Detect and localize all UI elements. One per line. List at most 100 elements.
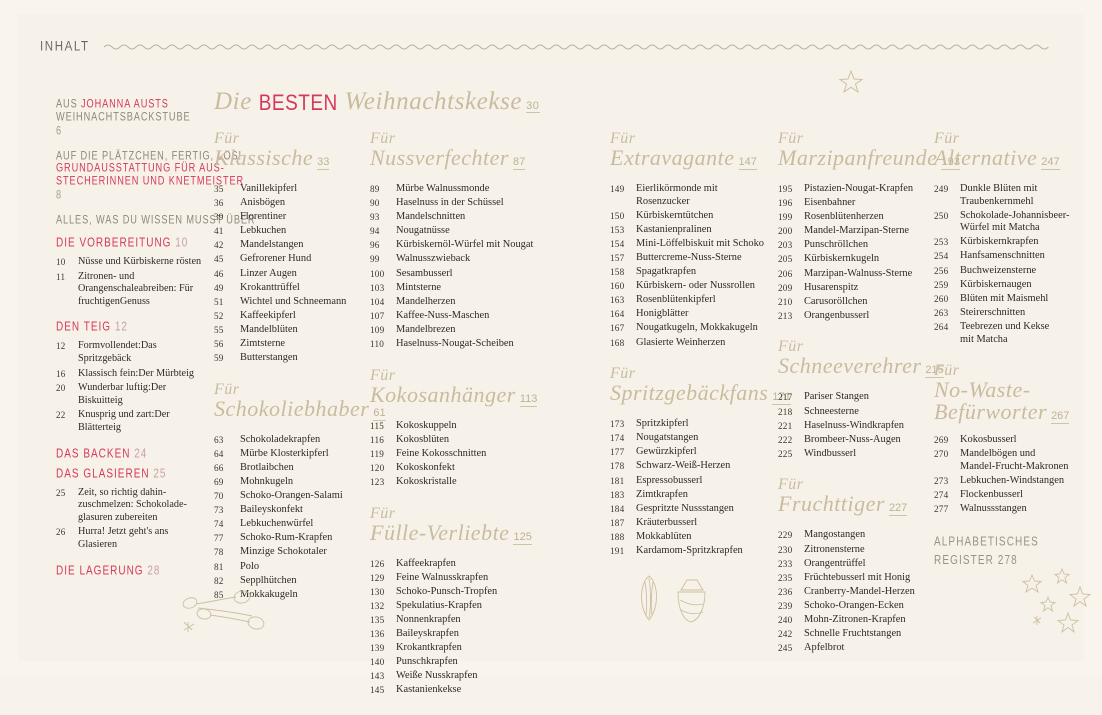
list-item[interactable]: 254 Hanfsamenschnitten — [934, 250, 1096, 263]
list-item[interactable]: 89 Mürbe Walnussmonde — [370, 183, 548, 196]
list-item[interactable]: 119 Feine Kokosschnitten — [370, 448, 548, 461]
list-item[interactable]: 149 Eierlikörmonde mit Rosenzucker — [610, 183, 776, 208]
list-item[interactable]: 256 Buchweizensterne — [934, 265, 1096, 278]
list-item[interactable]: 96 Kürbiskernöl-Würfel mit Nougat — [370, 239, 548, 252]
list-item[interactable]: 188 Mokkablüten — [610, 531, 776, 544]
list-item[interactable]: 184 Gespritzte Nussstangen — [610, 503, 776, 516]
list-item[interactable]: 135 Nonnenkrapfen — [370, 614, 548, 627]
list-item[interactable]: 49 Krokanttrüffel — [214, 282, 366, 295]
list-item[interactable]: 69 Mohnkugeln — [214, 476, 366, 489]
list-item[interactable]: 181 Espressobusserl — [610, 475, 776, 488]
list-item[interactable]: 22 Knusprig und zart:Der Blätterteig — [56, 409, 208, 434]
list-item[interactable]: 94 Nougatnüsse — [370, 225, 548, 238]
list-item[interactable]: 213 Orangenbusserl — [778, 310, 928, 323]
list-item[interactable]: 78 Minzige Schokotaler — [214, 546, 366, 559]
list-item[interactable]: 45 Gefrorener Hund — [214, 253, 366, 266]
list-item[interactable]: 41 Lebkuchen — [214, 225, 366, 238]
list-item[interactable]: 209 Husarenspitz — [778, 282, 928, 295]
list-item[interactable]: 136 Baileyskrapfen — [370, 628, 548, 641]
list-item[interactable]: 52 Kaffeekipferl — [214, 310, 366, 323]
list-item[interactable]: 143 Weiße Nusskrapfen — [370, 670, 548, 683]
list-item[interactable]: 120 Kokoskonfekt — [370, 462, 548, 475]
list-item[interactable]: 218 Schneesterne — [778, 406, 928, 419]
list-item[interactable]: 236 Cranberry-Mandel-Herzen — [778, 586, 928, 599]
list-item[interactable]: 196 Eisenbahner — [778, 197, 928, 210]
list-item[interactable]: 73 Baileyskonfekt — [214, 504, 366, 517]
list-item[interactable]: 250 Schokolade-Johannisbeer- Würfel mit Ma… — [934, 210, 1096, 235]
list-item[interactable]: 160 Kürbiskern- oder Nussrollen — [610, 280, 776, 293]
list-item[interactable]: 116 Kokosblüten — [370, 434, 548, 447]
list-item[interactable]: 99 Walnusszwieback — [370, 253, 548, 266]
list-item[interactable]: 109 Mandelbrezen — [370, 324, 548, 337]
list-item[interactable]: 273 Lebkuchen-Windstangen — [934, 475, 1096, 488]
list-item[interactable]: 210 Carusoröllchen — [778, 296, 928, 309]
list-item[interactable]: 25 Zeit, so richtig dahin-zuschmelzen: Sc… — [56, 487, 208, 525]
list-item[interactable]: 85 Mokkakugeln — [214, 589, 366, 602]
list-item[interactable]: 129 Feine Walnusskrapfen — [370, 572, 548, 585]
list-item[interactable]: 199 Rosenblütenherzen — [778, 211, 928, 224]
list-item[interactable]: 242 Schnelle Fruchtstangen — [778, 628, 928, 641]
list-item[interactable]: 235 Früchtebusserl mit Honig — [778, 572, 928, 585]
list-item[interactable]: 16 Klassisch fein:Der Mürbteig — [56, 368, 208, 381]
alphabetical-register[interactable]: ALPHABETISCHES REGISTER 278 — [934, 534, 1096, 570]
list-item[interactable]: 203 Punschröllchen — [778, 239, 928, 252]
list-item[interactable]: 157 Buttercreme-Nuss-Sterne — [610, 252, 776, 265]
list-item[interactable]: 187 Kräuterbusserl — [610, 517, 776, 530]
list-item[interactable]: 77 Schoko-Rum-Krapfen — [214, 532, 366, 545]
list-item[interactable]: 263 Steirerschnitten — [934, 307, 1096, 320]
list-item[interactable]: 260 Blüten mit Maismehl — [934, 293, 1096, 306]
list-item[interactable]: 177 Gewürzkipferl — [610, 446, 776, 459]
list-item[interactable]: 274 Flockenbusserl — [934, 489, 1096, 502]
list-item[interactable]: 35 Vanillekipferl — [214, 183, 366, 196]
list-item[interactable]: 90 Haselnuss in der Schüssel — [370, 197, 548, 210]
list-item[interactable]: 233 Orangentrüffel — [778, 558, 928, 571]
list-item[interactable]: 81 Polo — [214, 561, 366, 574]
list-item[interactable]: 245 Apfelbrot — [778, 642, 928, 655]
list-item[interactable]: 130 Schoko-Punsch-Tropfen — [370, 586, 548, 599]
list-item[interactable]: 240 Mohn-Zitronen-Krapfen — [778, 614, 928, 627]
list-item[interactable]: 42 Mandelstangen — [214, 239, 366, 252]
list-item[interactable]: 230 Zitronensterne — [778, 544, 928, 557]
list-item[interactable]: 145 Kastanienkekse — [370, 684, 548, 697]
list-item[interactable]: 239 Schoko-Orangen-Ecken — [778, 600, 928, 613]
list-item[interactable]: 168 Glasierte Weinherzen — [610, 337, 776, 350]
list-item[interactable]: 174 Nougatstangen — [610, 432, 776, 445]
list-item[interactable]: 206 Marzipan-Walnuss-Sterne — [778, 268, 928, 281]
list-item[interactable]: 63 Schokoladekrapfen — [214, 434, 366, 447]
list-item[interactable]: 123 Kokoskristalle — [370, 476, 548, 489]
list-item[interactable]: 36 Anisbögen — [214, 197, 366, 210]
list-item[interactable]: 140 Punschkrapfen — [370, 656, 548, 669]
list-item[interactable]: 46 Linzer Augen — [214, 268, 366, 281]
list-item[interactable]: 64 Mürbe Klosterkipferl — [214, 448, 366, 461]
list-item[interactable]: 222 Brombeer-Nuss-Augen — [778, 434, 928, 447]
list-item[interactable]: 259 Kürbiskernaugen — [934, 279, 1096, 292]
list-item[interactable]: 205 Kürbiskernkugeln — [778, 253, 928, 266]
list-item[interactable]: 11 Zitronen- und Orangenschaleabreiben: F… — [56, 271, 208, 309]
list-item[interactable]: 51 Wichtel und Schneemann — [214, 296, 366, 309]
list-item[interactable]: 225 Windbusserl — [778, 448, 928, 461]
list-item[interactable]: 10 Nüsse und Kürbiskerne rösten — [56, 256, 208, 269]
list-item[interactable]: 74 Lebkuchenwürfel — [214, 518, 366, 531]
list-item[interactable]: 12 Formvollendet:Das Spritzgebäck — [56, 340, 208, 365]
list-item[interactable]: 269 Kokosbusserl — [934, 434, 1096, 447]
list-item[interactable]: 253 Kürbiskernkrapfen — [934, 236, 1096, 249]
list-item[interactable]: 150 Kürbiskerntütchen — [610, 210, 776, 223]
list-item[interactable]: 153 Kastanienpralinen — [610, 224, 776, 237]
list-item[interactable]: 126 Kaffeekrapfen — [370, 558, 548, 571]
list-item[interactable]: 178 Schwarz-Weiß-Herzen — [610, 460, 776, 473]
list-item[interactable]: 110 Haselnuss-Nougat-Scheiben — [370, 338, 548, 351]
list-item[interactable]: 183 Zimtkrapfen — [610, 489, 776, 502]
list-item[interactable]: 154 Mini-Löffelbiskuit mit Schoko — [610, 238, 776, 251]
list-item[interactable]: 158 Spagatkrapfen — [610, 266, 776, 279]
list-item[interactable]: 104 Mandelherzen — [370, 296, 548, 309]
list-item[interactable]: 82 Sepplhütchen — [214, 575, 366, 588]
list-item[interactable]: 103 Mintsterne — [370, 282, 548, 295]
list-item[interactable]: 173 Spritzkipferl — [610, 418, 776, 431]
list-item[interactable]: 66 Brotlaibchen — [214, 462, 366, 475]
list-item[interactable]: 100 Sesambusserl — [370, 268, 548, 281]
list-item[interactable]: 115 Kokoskuppeln — [370, 420, 548, 433]
list-item[interactable]: 107 Kaffee-Nuss-Maschen — [370, 310, 548, 323]
list-item[interactable]: 191 Kardamom-Spritzkrapfen — [610, 545, 776, 558]
list-item[interactable]: 229 Mangostangen — [778, 529, 928, 542]
list-item[interactable]: 20 Wunderbar luftig:Der Biskuitteig — [56, 382, 208, 407]
